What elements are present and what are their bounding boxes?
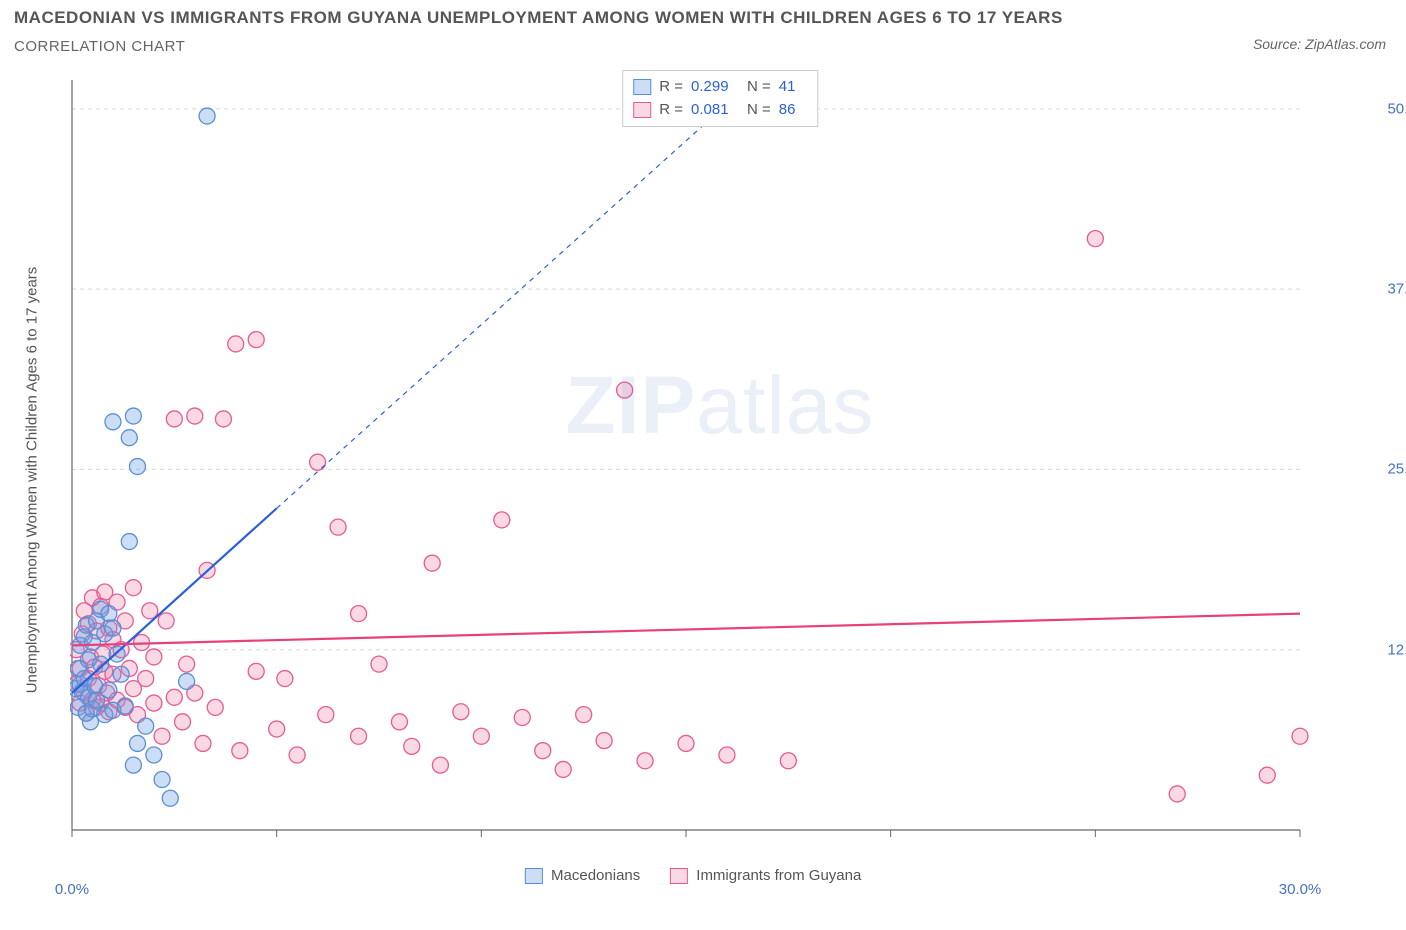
x-tick-label: 30.0% [1279, 881, 1322, 898]
chart-subtitle: CORRELATION CHART [14, 38, 185, 55]
correlation-legend: R = 0.299 N = 41 R = 0.081 N = 86 [622, 70, 818, 127]
x-tick-label: 0.0% [55, 881, 89, 898]
corr-n-value: 86 [779, 99, 807, 122]
legend-item: Macedonians [525, 867, 640, 884]
legend-swatch [633, 79, 651, 95]
corr-legend-row: R = 0.081 N = 86 [633, 99, 807, 122]
corr-r-value: 0.081 [691, 99, 739, 122]
legend-swatch [525, 868, 543, 884]
legend-label: Immigrants from Guyana [696, 867, 861, 884]
chart-title: MACEDONIAN VS IMMIGRANTS FROM GUYANA UNE… [14, 8, 1063, 28]
corr-n-key: N = [747, 76, 771, 99]
source-label: Source: ZipAtlas.com [1253, 36, 1386, 52]
corr-legend-row: R = 0.299 N = 41 [633, 76, 807, 99]
corr-r-key: R = [659, 99, 683, 122]
corr-r-value: 0.299 [691, 76, 739, 99]
y-tick-label: 25.0% [1387, 461, 1406, 478]
legend-swatch [670, 868, 688, 884]
corr-n-value: 41 [779, 76, 807, 99]
scatter-svg [70, 70, 1370, 870]
y-tick-label: 37.5% [1387, 281, 1406, 298]
plot-area: ZIPatlas R =0.299N =41R =0.081N =86 12.5… [70, 70, 1370, 870]
legend-swatch [633, 102, 651, 118]
series-legend: Macedonians Immigrants from Guyana [525, 867, 861, 884]
legend-label: Macedonians [551, 867, 640, 884]
y-tick-label: 12.5% [1387, 641, 1406, 658]
y-tick-label: 50.0% [1387, 100, 1406, 117]
legend-item: Immigrants from Guyana [670, 867, 861, 884]
chart-container: Unemployment Among Women with Children A… [50, 70, 1390, 890]
corr-n-key: N = [747, 99, 771, 122]
corr-r-key: R = [659, 76, 683, 99]
y-axis-label: Unemployment Among Women with Children A… [24, 267, 41, 694]
